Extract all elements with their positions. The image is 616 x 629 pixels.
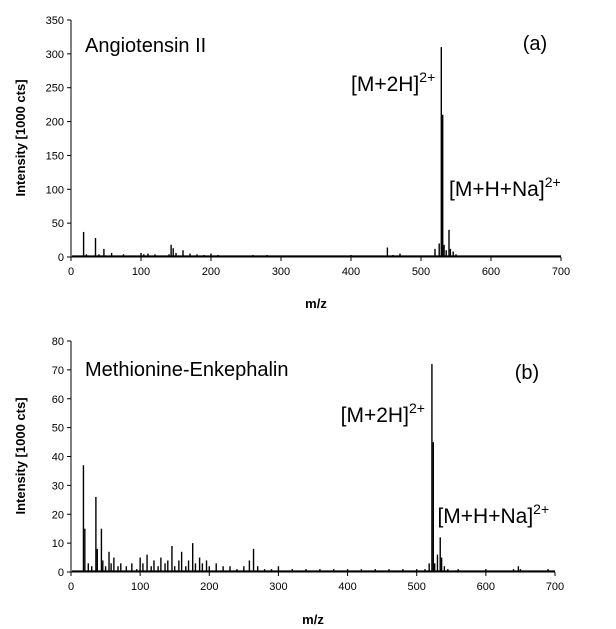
panel-a: 0 50 100 150 200 250 300 350 0 100 200 300 400 500 600… [13, 15, 570, 311]
x-axis-title: m/z [302, 612, 324, 627]
y-tick-label: 0 [58, 567, 64, 579]
y-tick-label: 350 [46, 15, 64, 27]
annotation-ion: [M+H+Na] [437, 505, 533, 528]
y-tick-label: 100 [46, 184, 64, 196]
panel-b: 0 10 20 30 40 50 60 70 80 0 100 200 300 400 500 600 700 m… [13, 336, 564, 627]
panel-label: (b) [515, 362, 539, 384]
y-tick-label: 0 [58, 252, 64, 264]
x-tick-label: 400 [342, 266, 360, 278]
peak-annotation: [M+2H]2+ [351, 69, 435, 96]
x-tick-label: 600 [477, 581, 495, 593]
x-tick-label: 400 [338, 581, 356, 593]
x-tick-label: 100 [132, 266, 150, 278]
x-axis-title: m/z [305, 296, 327, 311]
y-tick-label: 150 [46, 150, 64, 162]
peak-annotation: [M+2H]2+ [341, 400, 425, 427]
annotation-charge: 2+ [419, 69, 435, 85]
annotation-ion: [M+H+Na] [449, 178, 545, 201]
annotation-charge: 2+ [545, 174, 561, 190]
x-tick-label: 200 [200, 581, 218, 593]
x-tick-label: 0 [68, 581, 74, 593]
y-tick-label: 20 [52, 509, 64, 521]
panel-label: (a) [523, 33, 547, 55]
y-tick-label: 250 [46, 83, 64, 95]
panel-title: Angiotensin II [85, 35, 206, 57]
y-axis-title: Intensity [1000 cts] [13, 397, 28, 514]
y-tick-label: 50 [52, 423, 64, 435]
x-tick-label: 500 [412, 266, 430, 278]
y-tick-label: 10 [52, 538, 64, 550]
y-tick-label: 50 [52, 218, 64, 230]
y-tick-label: 70 [52, 365, 64, 377]
y-tick-label: 200 [46, 117, 64, 129]
y-tick-label: 300 [46, 49, 64, 61]
panel-title: Methionine-Enkephalin [85, 359, 288, 381]
annotation-charge: 2+ [409, 400, 425, 416]
x-tick-label: 0 [68, 266, 74, 278]
y-tick-label: 30 [52, 480, 64, 492]
x-tick-label: 300 [272, 266, 290, 278]
y-tick-label: 40 [52, 452, 64, 464]
x-tick-label: 200 [202, 266, 220, 278]
y-tick-label: 60 [52, 394, 64, 406]
annotation-charge: 2+ [533, 501, 549, 517]
annotation-ion: [M+2H] [341, 404, 409, 427]
x-tick-label: 700 [552, 266, 570, 278]
annotation-ion: [M+2H] [351, 73, 419, 96]
x-tick-label: 100 [131, 581, 149, 593]
x-tick-label: 600 [482, 266, 500, 278]
peak-annotation: [M+H+Na]2+ [437, 501, 549, 528]
y-tick-label: 80 [52, 336, 64, 348]
x-tick-label: 700 [546, 581, 564, 593]
x-tick-label: 300 [269, 581, 287, 593]
peak-annotation: [M+H+Na]2+ [449, 174, 561, 201]
x-tick-label: 500 [408, 581, 426, 593]
y-axis-title: Intensity [1000 cts] [13, 79, 28, 196]
